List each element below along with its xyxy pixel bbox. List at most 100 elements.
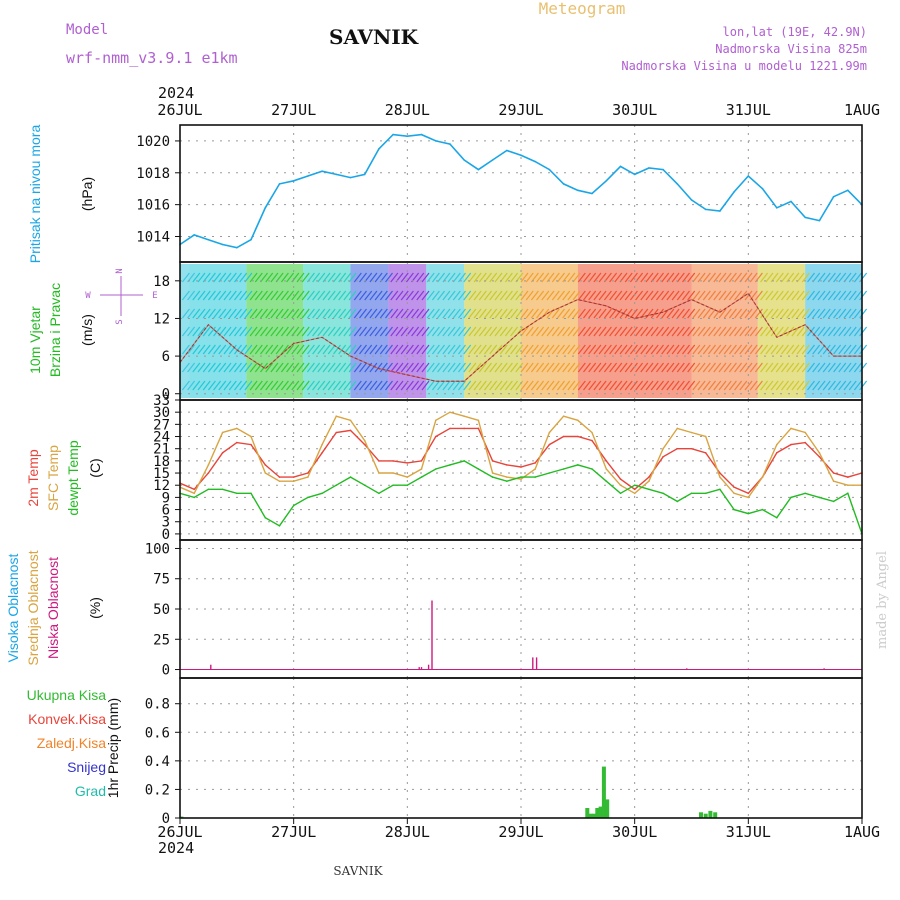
wind-barb (359, 362, 367, 373)
wind-barb (619, 290, 628, 301)
wind-barb (364, 344, 373, 355)
temperature-series-t2m-point (392, 460, 394, 462)
temperature-series-sfc-point (761, 476, 764, 478)
wind-barb (228, 344, 237, 355)
wind-barb (338, 362, 347, 373)
temperature-series-t2m-point (733, 486, 735, 489)
wind-barb (431, 308, 440, 319)
wind-barb (458, 290, 466, 301)
temperature-series-dewpt-point (307, 496, 309, 499)
precip-bar (708, 810, 713, 818)
wind-barb (510, 272, 519, 283)
temperature-series-t2m-point (747, 492, 750, 495)
wind-barb (192, 344, 201, 355)
wind-barb (807, 290, 815, 301)
wind-barb (859, 344, 868, 355)
temperature-series-t2m-point (463, 427, 466, 430)
pressure-title: Pritisak na nivou mora (27, 125, 43, 264)
wind-barb (504, 380, 513, 391)
wind-barb (530, 308, 539, 319)
precip-bar (595, 808, 600, 818)
temperature-series-dewpt-point (562, 468, 565, 470)
temperature-grid (179, 399, 863, 540)
wind-barb (801, 308, 810, 319)
wind-barb (791, 290, 800, 301)
wind-barb (192, 380, 201, 391)
y-tick-label: 1020 (136, 134, 170, 150)
wind-barb (775, 326, 784, 337)
wind-barb (609, 362, 618, 373)
wind-barb (213, 380, 222, 391)
pressure-line-point (605, 180, 608, 182)
wind-barb (442, 326, 451, 337)
wind-barb (202, 326, 211, 337)
wind-barb (296, 308, 305, 319)
wind-barb (770, 290, 779, 301)
wind-barb (478, 290, 487, 301)
wind-barb (541, 380, 550, 391)
wind-barb (390, 290, 399, 301)
wind-barb (197, 344, 206, 355)
precip-y-ticks: 0 0.2 0.4 0.6 0.8 (145, 697, 180, 827)
wind-barb (697, 380, 706, 391)
wind-barb-band (426, 264, 465, 398)
pressure-ylabel: (hPa) (79, 177, 95, 211)
wind-barb (374, 326, 383, 337)
y-tick-label: 0 (162, 527, 170, 543)
wind-barb (697, 272, 706, 283)
wind-barb (510, 380, 519, 391)
wind-barb (244, 326, 253, 337)
wind-barb (473, 344, 482, 355)
wind-barb (239, 308, 248, 319)
wind-barb (421, 362, 430, 373)
wind-barb (421, 380, 430, 391)
precip-ylabel: 1hr Precip (mm) (105, 698, 121, 798)
wind-barb (181, 380, 190, 391)
wind-barb (437, 290, 446, 301)
wind-barb (770, 380, 779, 391)
y-tick-label: 0 (162, 811, 170, 827)
wind-barb (192, 362, 201, 373)
wind-barb (218, 290, 227, 301)
wind-barb (270, 308, 279, 319)
wind-barb (223, 380, 232, 391)
wind-barb (546, 362, 555, 373)
wind-barb (249, 380, 258, 391)
wind-barb (770, 308, 779, 319)
wind-barb (359, 344, 367, 355)
temperature-series-dewpt-point (236, 492, 238, 495)
pressure-line-point (193, 234, 195, 236)
temperature-series-dewpt-point (292, 504, 295, 507)
wind-barb (786, 380, 795, 391)
wind-barb (234, 380, 242, 391)
temperature-series-dewpt-point (761, 508, 764, 511)
wind-barb (327, 362, 336, 373)
wind-barb (603, 326, 612, 337)
temperature-series-t2m-point (221, 452, 224, 454)
wind-barb (598, 290, 607, 301)
wind-barb (812, 308, 821, 319)
wind-barb (682, 326, 690, 337)
wind-barb (739, 362, 748, 373)
wind-barb (666, 308, 675, 319)
wind-barb (827, 362, 836, 373)
wind-barb (728, 362, 737, 373)
wind-barb (405, 272, 414, 283)
wind-barb (859, 308, 868, 319)
wind-barb (447, 362, 456, 373)
wind-barb (260, 290, 268, 301)
wind-barb (692, 344, 701, 355)
wind-barb (827, 326, 836, 337)
wind-barb (265, 380, 274, 391)
cloud-panel-frame (179, 539, 863, 679)
wind-barb (385, 380, 393, 391)
temperature-series-sfc-point (733, 492, 735, 495)
wind-barb (244, 272, 253, 283)
wind-barb (739, 380, 748, 391)
x-tick-label-bottom: 26JUL (157, 823, 202, 841)
wind-barb (260, 326, 268, 337)
wind-barb (770, 344, 779, 355)
wind-barb (442, 308, 451, 319)
wind-barb (577, 344, 586, 355)
wind-barb (296, 326, 305, 337)
